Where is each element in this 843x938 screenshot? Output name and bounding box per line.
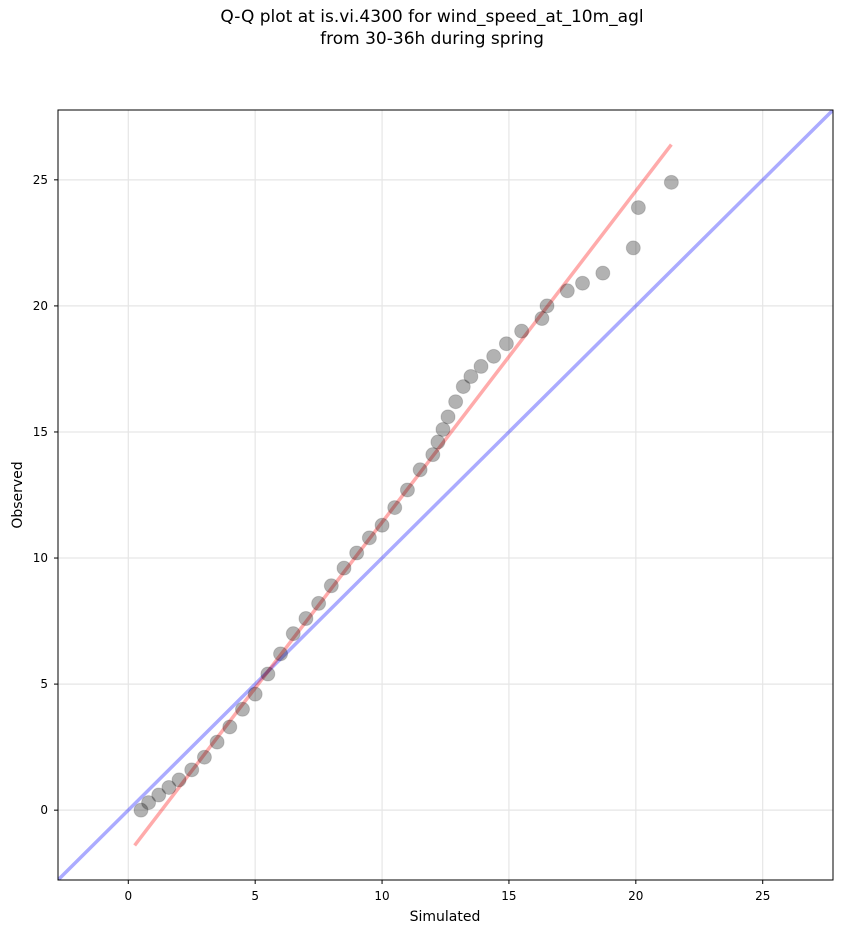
point xyxy=(209,734,225,750)
point xyxy=(387,500,403,516)
x-tick-label: 5 xyxy=(251,889,259,903)
y-tick-label: 0 xyxy=(40,803,48,817)
point xyxy=(625,240,641,256)
point xyxy=(595,265,611,281)
point xyxy=(171,772,187,788)
reference-line xyxy=(58,110,833,880)
point xyxy=(514,323,530,339)
point xyxy=(399,482,415,498)
reference-line xyxy=(133,143,673,847)
y-tick-label: 10 xyxy=(33,551,48,565)
point xyxy=(361,530,377,546)
point xyxy=(539,298,555,314)
point xyxy=(374,517,390,533)
point xyxy=(141,795,157,811)
x-tick-label: 0 xyxy=(124,889,132,903)
point xyxy=(349,545,365,561)
point xyxy=(440,409,456,425)
x-tick-label: 20 xyxy=(628,889,643,903)
point xyxy=(161,779,177,795)
chart-title: from 30-36h during spring xyxy=(320,29,544,49)
point xyxy=(630,200,646,216)
point xyxy=(285,626,301,642)
point xyxy=(463,368,479,384)
point xyxy=(498,336,514,352)
point xyxy=(234,701,250,717)
point xyxy=(196,749,212,765)
point xyxy=(455,379,471,395)
y-tick-label: 15 xyxy=(33,425,48,439)
y-tick-label: 20 xyxy=(33,299,48,313)
plot-frame xyxy=(57,109,834,881)
point xyxy=(486,348,502,364)
point xyxy=(430,434,446,450)
point xyxy=(260,666,276,682)
point xyxy=(412,462,428,478)
x-tick-label: 10 xyxy=(374,889,389,903)
chart-title: Q-Q plot at is.vi.4300 for wind_speed_at… xyxy=(220,7,643,27)
point xyxy=(323,578,339,594)
point xyxy=(133,802,149,818)
x-tick-label: 15 xyxy=(501,889,516,903)
point xyxy=(448,394,464,410)
point xyxy=(151,787,167,803)
point xyxy=(473,358,489,374)
point xyxy=(273,646,289,662)
point xyxy=(575,275,591,291)
point xyxy=(425,447,441,463)
point xyxy=(311,595,327,611)
point xyxy=(435,421,451,437)
x-axis-label: Simulated xyxy=(410,909,481,925)
y-tick-label: 25 xyxy=(33,173,48,187)
point xyxy=(298,611,314,627)
point xyxy=(222,719,238,735)
point xyxy=(184,762,200,778)
y-axis-label: Observed xyxy=(10,461,26,528)
point xyxy=(247,686,263,702)
y-tick-label: 5 xyxy=(40,677,48,691)
point xyxy=(336,560,352,576)
point xyxy=(559,283,575,299)
x-tick-label: 25 xyxy=(755,889,770,903)
point xyxy=(663,174,679,190)
point xyxy=(534,311,550,327)
